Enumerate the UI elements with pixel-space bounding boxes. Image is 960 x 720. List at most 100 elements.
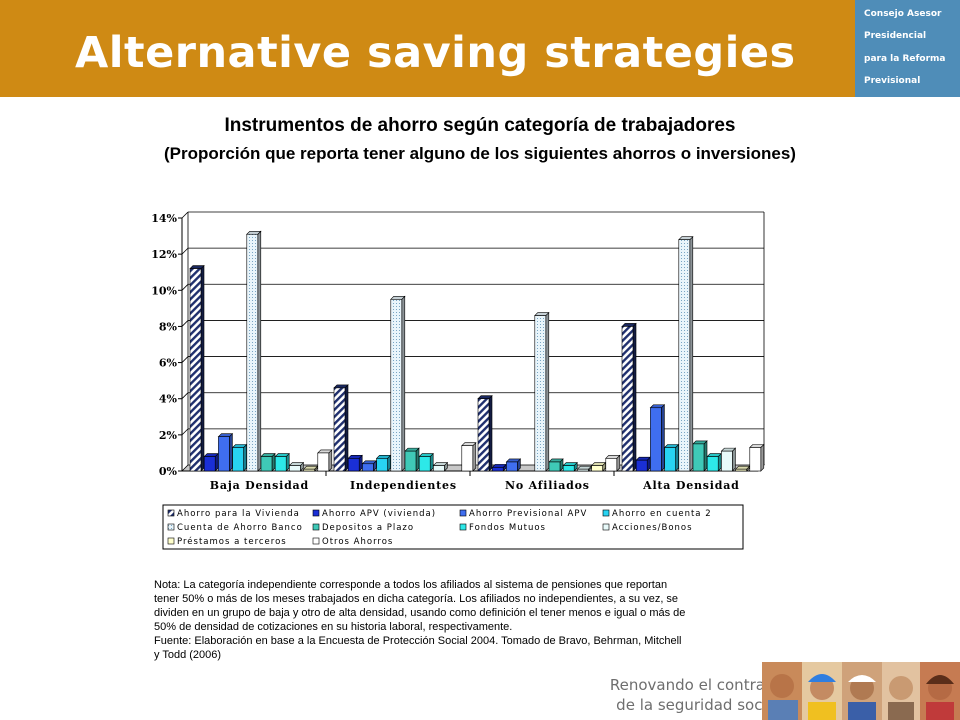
bar-front [635, 459, 648, 472]
bar-side [661, 404, 665, 472]
legend-swatch [459, 509, 467, 517]
gridline [181, 392, 189, 399]
bar [635, 456, 651, 472]
bar [621, 322, 637, 472]
bar [548, 458, 564, 472]
bar-front [376, 458, 388, 472]
bar-front [260, 456, 273, 472]
footer-slogan: Renovando el contrato de la seguridad so… [560, 675, 780, 715]
bar-front [534, 315, 547, 472]
bar-front [347, 458, 360, 472]
slide-title: Alternative saving strategies [75, 28, 796, 78]
gridline [181, 320, 189, 327]
bar-front [664, 447, 676, 472]
people-photo-strip [762, 662, 960, 720]
bar-front [506, 461, 518, 472]
bar [534, 311, 550, 472]
bar-front [692, 443, 705, 472]
gridline [181, 284, 189, 291]
bar-side [689, 235, 694, 472]
bar-side [415, 447, 420, 472]
legend-label: Acciones/Bonos [612, 523, 693, 533]
bar-side [545, 311, 550, 472]
bar-front [289, 465, 301, 472]
legend-label: Depositos a Plazo [322, 523, 414, 533]
logo-line: Consejo Asesor [864, 9, 942, 19]
bar-front [706, 456, 719, 472]
footer-line: de la seguridad social [616, 696, 780, 714]
bar-side [344, 384, 349, 472]
bar-front [433, 465, 445, 472]
legend-label: Ahorro en cuenta 2 [612, 509, 712, 519]
bar-side [229, 432, 233, 472]
bar [649, 404, 666, 472]
bar [333, 384, 349, 472]
bar [505, 458, 522, 472]
institution-logo: Consejo Asesor Presidencial para la Refo… [855, 0, 960, 97]
bar-side [488, 394, 493, 472]
x-tick-label: Baja Densidad [210, 479, 309, 492]
plot-area: 0% 2% 4% 6% 8% 10% 12% 14% Baja Densidad Independ… [151, 211, 765, 492]
x-tick-label: No Afiliados [505, 479, 590, 492]
bar-front [362, 463, 374, 472]
y-tick-label: 0% [159, 465, 178, 478]
bar [404, 447, 420, 472]
note-line: dividen en un grupo de baja y otro de al… [154, 607, 686, 619]
bar [605, 454, 621, 472]
legend-box [162, 504, 744, 550]
bar-front [418, 456, 431, 472]
bar [678, 235, 694, 472]
bar-front [491, 467, 504, 472]
source-line: y Todd (2006) [154, 649, 222, 661]
y-tick-label: 8% [159, 320, 178, 333]
slide-header: Alternative saving strategies [0, 0, 855, 97]
bar [246, 230, 262, 472]
gridline [181, 428, 189, 436]
bar-front [246, 233, 259, 472]
legend-swatch [167, 509, 175, 517]
bar [361, 460, 378, 472]
legend-swatch [602, 523, 610, 531]
chart-subtitle: (Proporción que reporta tener alguno de … [164, 144, 796, 163]
bar [274, 452, 290, 472]
bar [302, 465, 319, 472]
bar-front [548, 461, 561, 472]
bar-front [274, 456, 287, 472]
bar [692, 440, 708, 472]
legend-label: Ahorro APV (vivienda) [322, 509, 436, 519]
bar-side [675, 443, 679, 472]
legend-swatch [312, 523, 320, 531]
bar-front [621, 326, 634, 472]
chart-legend: Ahorro para la Vivienda Ahorro APV (vivie… [162, 504, 744, 550]
bar-side [632, 322, 637, 472]
legend-label: Cuenta de Ahorro Banco [177, 523, 303, 533]
logo-line: Previsional [864, 76, 921, 86]
bar-front [678, 239, 691, 472]
bar-side [328, 449, 333, 472]
chart-title-block: Instrumentos de ahorro según categoría d… [160, 113, 800, 165]
note-line: tener 50% o más de los meses trabajados … [154, 593, 679, 605]
gridline [181, 211, 189, 219]
y-tick-label: 6% [159, 357, 178, 370]
bar-side [243, 443, 247, 472]
plot-background [182, 212, 764, 471]
bar-front [461, 445, 474, 472]
bar-front [650, 407, 662, 472]
bar [720, 447, 737, 472]
bar [461, 441, 477, 472]
x-tick-label: Independientes [350, 479, 457, 492]
bar-front [390, 299, 403, 472]
x-tick-label: Alta Densidad [642, 479, 740, 492]
bar-front [303, 468, 315, 472]
bar [418, 452, 434, 472]
bar-front [562, 465, 575, 472]
bar [734, 465, 751, 472]
bar-side [760, 443, 765, 472]
bar [317, 449, 333, 472]
bar [663, 443, 680, 472]
bar-front [333, 387, 346, 472]
bar-front [591, 465, 603, 472]
bar-front [203, 456, 216, 472]
bar [390, 295, 406, 472]
bar [203, 452, 219, 472]
